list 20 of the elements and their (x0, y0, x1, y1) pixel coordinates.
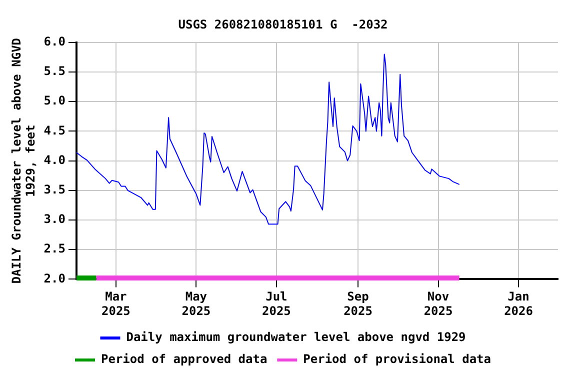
x-tick-label: Mar 2025 (101, 290, 130, 318)
y-tick-label: 5.5 (44, 64, 66, 78)
y-tick-label: 2.5 (44, 242, 66, 256)
y-tick-label: 3.5 (44, 182, 66, 197)
y-tick-label: 4.5 (44, 123, 66, 138)
legend-label: Period of approved data (100, 352, 268, 366)
y-tick-label: 2.0 (44, 271, 66, 286)
y-tick-label: 6.0 (44, 34, 66, 49)
legend-label: Period of provisional data (303, 352, 492, 366)
x-tick-label: Jul 2025 (262, 290, 291, 318)
x-tick-label: Sep 2025 (344, 290, 372, 318)
chart-title: USGS 260821080185101 G -2032 (178, 17, 388, 32)
x-tick-label: Nov 2025 (424, 290, 453, 318)
legend-label: Daily maximum groundwater level above ngvd 1929 (126, 330, 466, 344)
y-tick-label: 4.0 (44, 152, 66, 167)
y-tick-label: 5.0 (44, 94, 66, 108)
x-tick-label: May 2025 (182, 290, 211, 318)
y-axis-title: DAILY Groundwater level above NGVD 1929, feet (9, 38, 38, 284)
y-tick-label: 3.0 (44, 212, 66, 226)
x-tick-label: Jan 2026 (504, 290, 533, 318)
